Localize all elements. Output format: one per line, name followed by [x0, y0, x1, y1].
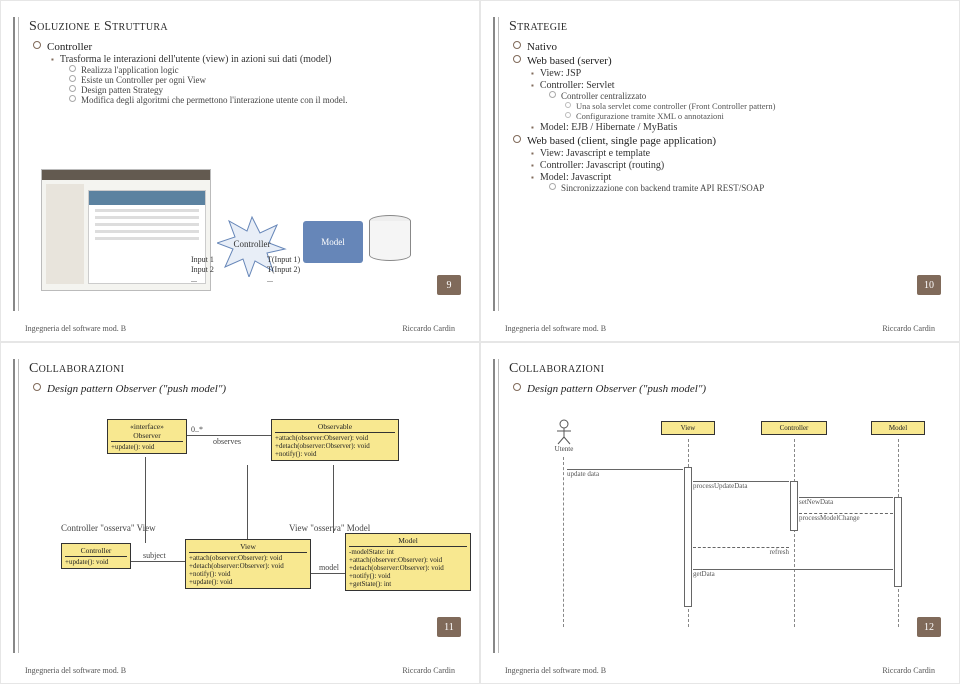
msg: processModelChange	[799, 513, 893, 522]
slide-footer: Ingegneria del software mod. B Riccardo …	[505, 324, 935, 333]
bullet-lvl2: View: JSP	[509, 68, 937, 79]
output-label: ...	[267, 275, 273, 284]
footer-right: Riccardo Cardin	[402, 324, 455, 333]
uml-card: 0..*	[191, 425, 203, 434]
controller-label: Controller	[223, 239, 281, 249]
bullet-lvl2: Trasforma le interazioni dell'utente (vi…	[29, 54, 457, 65]
msg: setNewData	[799, 497, 893, 506]
slide-subtitle: Design pattern Observer ("push model")	[29, 383, 457, 395]
bullet-lvl3: Sincronizzazione con backend tramite API…	[509, 183, 937, 193]
note-view-model: View "osserva" Model	[289, 523, 370, 533]
slide-strategie: Strategie NativoWeb based (server)View: …	[480, 0, 960, 342]
footer-left: Ingegneria del software mod. B	[505, 666, 606, 675]
footer-left: Ingegneria del software mod. B	[25, 666, 126, 675]
model-box: Model	[303, 221, 363, 263]
note-controller-view: Controller "osserva" View	[61, 523, 156, 533]
uml-observable: Observable +attach(observer:Observer): v…	[271, 419, 399, 461]
bullet-lvl4: Configurazione tramite XML o annotazioni	[509, 111, 937, 121]
uml-observer: «interface» Observer +update(): void	[107, 419, 187, 454]
slide-title: Collaborazioni	[509, 361, 937, 377]
left-rule	[13, 17, 15, 311]
footer-right: Riccardo Cardin	[402, 666, 455, 675]
database-cylinder	[369, 215, 411, 269]
slide-footer: Ingegneria del software mod. B Riccardo …	[505, 666, 935, 675]
bullet-list: ControllerTrasforma le interazioni dell'…	[29, 41, 457, 105]
msg: refresh	[693, 547, 789, 556]
footer-right: Riccardo Cardin	[882, 666, 935, 675]
left-rule	[13, 359, 15, 653]
input-label: ...	[191, 275, 197, 284]
bullet-lvl2: Controller: Javascript (routing)	[509, 160, 937, 171]
left-rule	[493, 17, 495, 311]
bullet-lvl3: Design patten Strategy	[29, 85, 457, 95]
page-number: 9	[437, 275, 461, 295]
bullet-lvl4: Una sola servlet come controller (Front …	[509, 101, 937, 111]
bullet-lvl2: Model: Javascript	[509, 172, 937, 183]
uml-model: Model -modelState: int +attach(observer:…	[345, 533, 471, 591]
input-label: Input 2	[191, 265, 214, 274]
slide-title: Soluzione e Struttura	[29, 19, 457, 35]
left-rule	[493, 359, 495, 653]
bullet-lvl2: Controller: Servlet	[509, 80, 937, 91]
footer-left: Ingegneria del software mod. B	[25, 324, 126, 333]
uml-model-lbl: model	[319, 563, 339, 572]
slide-title: Strategie	[509, 19, 937, 35]
slide-title: Collaborazioni	[29, 361, 457, 377]
bullet-lvl1: Controller	[29, 41, 457, 53]
slide-subtitle: Design pattern Observer ("push model")	[509, 383, 937, 395]
page-number: 12	[917, 617, 941, 637]
slide-soluzione: Soluzione e Struttura ControllerTrasform…	[0, 0, 480, 342]
actor-user: Utente	[549, 419, 579, 453]
page-number: 10	[917, 275, 941, 295]
mock-screenshot	[41, 169, 211, 291]
bullet-lvl2: View: Javascript e template	[509, 148, 937, 159]
bullet-lvl3: Realizza l'application logic	[29, 65, 457, 75]
msg: processUpdateData	[693, 481, 789, 490]
bullet-lvl3: Modifica degli algoritmi che permettono …	[29, 95, 457, 105]
slide-collab-class: Collaborazioni Design pattern Observer (…	[0, 342, 480, 684]
msg: update data	[567, 469, 683, 478]
bullet-lvl3: Esiste un Controller per ogni View	[29, 75, 457, 85]
output-label: T(Input 2)	[267, 265, 300, 274]
slide-footer: Ingegneria del software mod. B Riccardo …	[25, 666, 455, 675]
page-number: 11	[437, 617, 461, 637]
bullet-lvl3: Controller centralizzato	[509, 91, 937, 101]
mvc-diagram: Controller Model Input 1 Input 2 ... T(I…	[41, 169, 431, 299]
sequence-diagram: Utente View Controller Model update data…	[541, 413, 929, 629]
uml-view: View +attach(observer:Observer): void +d…	[185, 539, 311, 589]
uml-controller: Controller +update(): void	[61, 543, 131, 569]
actor-view: View	[661, 421, 715, 435]
actor-model: Model	[871, 421, 925, 435]
actor-controller: Controller	[761, 421, 827, 435]
bullet-lvl1: Web based (client, single page applicati…	[509, 135, 937, 147]
class-diagram: «interface» Observer +update(): void Obs…	[61, 413, 449, 629]
uml-observes: observes	[213, 437, 241, 446]
msg: getData	[693, 569, 893, 578]
bullet-lvl1: Web based (server)	[509, 55, 937, 67]
output-label: T(Input 1)	[267, 255, 300, 264]
footer-left: Ingegneria del software mod. B	[505, 324, 606, 333]
slide-collab-seq: Collaborazioni Design pattern Observer (…	[480, 342, 960, 684]
uml-subject: subject	[143, 551, 166, 560]
input-label: Input 1	[191, 255, 214, 264]
footer-right: Riccardo Cardin	[882, 324, 935, 333]
bullet-lvl2: Model: EJB / Hibernate / MyBatis	[509, 122, 937, 133]
bullet-list: NativoWeb based (server)View: JSPControl…	[509, 41, 937, 193]
slide-footer: Ingegneria del software mod. B Riccardo …	[25, 324, 455, 333]
bullet-lvl1: Nativo	[509, 41, 937, 53]
